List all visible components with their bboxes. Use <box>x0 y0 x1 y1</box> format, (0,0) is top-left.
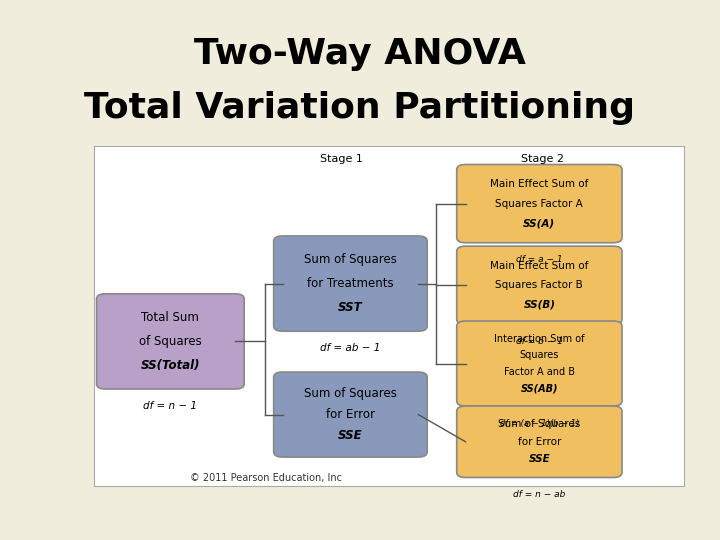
Text: Total Variation Partitioning: Total Variation Partitioning <box>84 91 636 125</box>
Text: Squares: Squares <box>520 350 559 360</box>
Text: df = ab − 1: df = ab − 1 <box>320 343 381 353</box>
FancyBboxPatch shape <box>456 246 622 325</box>
Text: SST: SST <box>338 301 363 314</box>
Text: df = n − ab: df = n − ab <box>513 490 565 499</box>
Text: Sum of Squares: Sum of Squares <box>304 253 397 266</box>
FancyBboxPatch shape <box>456 165 622 243</box>
Text: Factor A and B: Factor A and B <box>504 367 575 377</box>
Text: SSE: SSE <box>338 429 363 442</box>
Text: df = b − 1: df = b − 1 <box>516 337 563 346</box>
Text: for Error: for Error <box>326 408 375 421</box>
Text: Squares Factor A: Squares Factor A <box>495 199 583 208</box>
Text: Stage 1: Stage 1 <box>320 154 363 164</box>
FancyBboxPatch shape <box>96 294 244 389</box>
Text: SS(B): SS(B) <box>523 300 555 310</box>
Text: df = (a − 1)(b − 1): df = (a − 1)(b − 1) <box>500 418 579 428</box>
Text: SS(Total): SS(Total) <box>140 359 200 372</box>
Text: Squares Factor B: Squares Factor B <box>495 280 583 291</box>
Text: SS(AB): SS(AB) <box>521 383 558 394</box>
FancyBboxPatch shape <box>456 321 622 406</box>
Text: SS(A): SS(A) <box>523 218 555 228</box>
Text: © 2011 Pearson Education, Inc: © 2011 Pearson Education, Inc <box>190 473 343 483</box>
Text: Sum of Squares: Sum of Squares <box>304 387 397 400</box>
Text: SSE: SSE <box>528 454 550 464</box>
FancyBboxPatch shape <box>456 406 622 477</box>
Text: Total Sum: Total Sum <box>141 310 199 323</box>
Text: Main Effect Sum of: Main Effect Sum of <box>490 179 588 189</box>
FancyBboxPatch shape <box>274 372 427 457</box>
Text: Main Effect Sum of: Main Effect Sum of <box>490 261 588 271</box>
Text: Stage 2: Stage 2 <box>521 154 564 164</box>
Text: Interaction Sum of: Interaction Sum of <box>494 334 585 343</box>
Text: Sum of Squares: Sum of Squares <box>498 419 580 429</box>
Text: df = a − 1: df = a − 1 <box>516 255 562 264</box>
Text: for Treatments: for Treatments <box>307 277 394 290</box>
Text: of Squares: of Squares <box>139 335 202 348</box>
Text: Two-Way ANOVA: Two-Way ANOVA <box>194 37 526 71</box>
Text: for Error: for Error <box>518 437 561 447</box>
Text: df = n − 1: df = n − 1 <box>143 401 197 411</box>
FancyBboxPatch shape <box>274 236 427 331</box>
